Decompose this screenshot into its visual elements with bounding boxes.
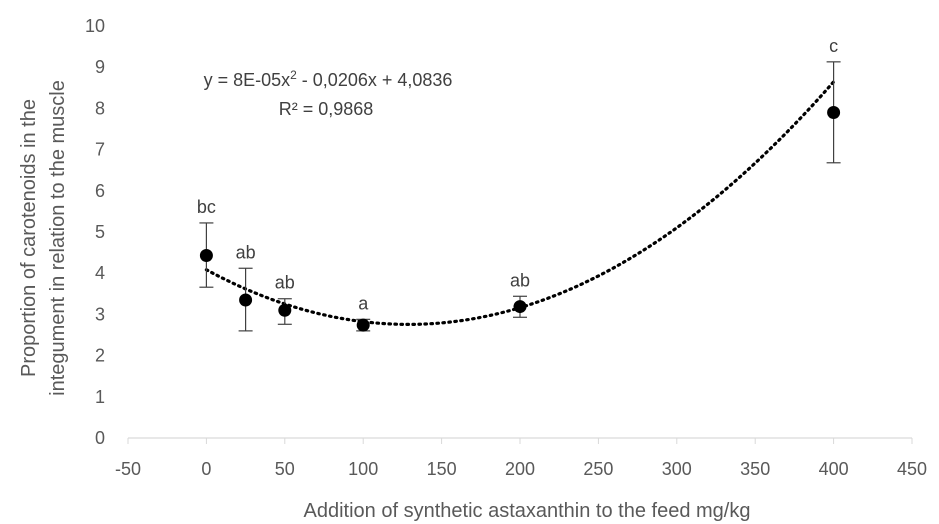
y-tick-label: 1 (95, 387, 105, 407)
y-tick-label: 8 (95, 98, 105, 118)
y-tick-label: 10 (85, 16, 105, 36)
data-point (278, 303, 292, 317)
x-tick-label: 50 (275, 459, 295, 479)
data-point (827, 106, 841, 120)
x-tick-label: 300 (662, 459, 692, 479)
y-tick-label: 4 (95, 263, 105, 283)
data-point (356, 318, 370, 332)
y-axis-title: Proportion of carotenoids in the integum… (18, 80, 69, 396)
data-point (199, 248, 213, 262)
x-tick-label: 150 (427, 459, 457, 479)
y-axis-ticks: 0 1 2 3 4 5 6 7 8 9 10 (85, 16, 105, 448)
y-axis-title-line-1: Proportion of carotenoids in the (18, 99, 40, 377)
y-tick-label: 6 (95, 181, 105, 201)
x-tick-label: 100 (348, 459, 378, 479)
data-point (239, 293, 253, 307)
data-point (513, 300, 527, 314)
y-axis-title-line-2: integument in relation to the muscle (47, 80, 69, 396)
significance-letter: ab (275, 273, 295, 293)
y-tick-label: 3 (95, 304, 105, 324)
trendline-r-squared: R² = 0,9868 (279, 99, 374, 119)
x-axis-ticks: -50 0 50 100 150 200 250 300 350 400 450 (115, 438, 927, 479)
y-tick-label: 7 (95, 140, 105, 160)
data-points (199, 106, 841, 332)
trendline-equation: y = 8E-05x2 - 0,0206x + 4,0836 (204, 68, 453, 90)
x-axis-title: Addition of synthetic astaxanthin to the… (304, 500, 751, 522)
y-tick-label: 5 (95, 222, 105, 242)
x-tick-label: 450 (897, 459, 927, 479)
significance-letter: ab (236, 242, 256, 262)
significance-letter: bc (197, 197, 216, 217)
significance-letter: a (358, 293, 369, 313)
significance-letter: c (829, 36, 838, 56)
significance-letter: ab (510, 270, 530, 290)
x-tick-label: 200 (505, 459, 535, 479)
x-tick-label: 250 (583, 459, 613, 479)
error-bars (199, 61, 841, 332)
y-tick-label: 2 (95, 346, 105, 366)
x-tick-label: 400 (819, 459, 849, 479)
x-tick-label: 350 (740, 459, 770, 479)
y-tick-label: 9 (95, 57, 105, 77)
x-tick-label: -50 (115, 459, 141, 479)
x-tick-label: 0 (201, 459, 211, 479)
y-tick-label: 0 (95, 428, 105, 448)
